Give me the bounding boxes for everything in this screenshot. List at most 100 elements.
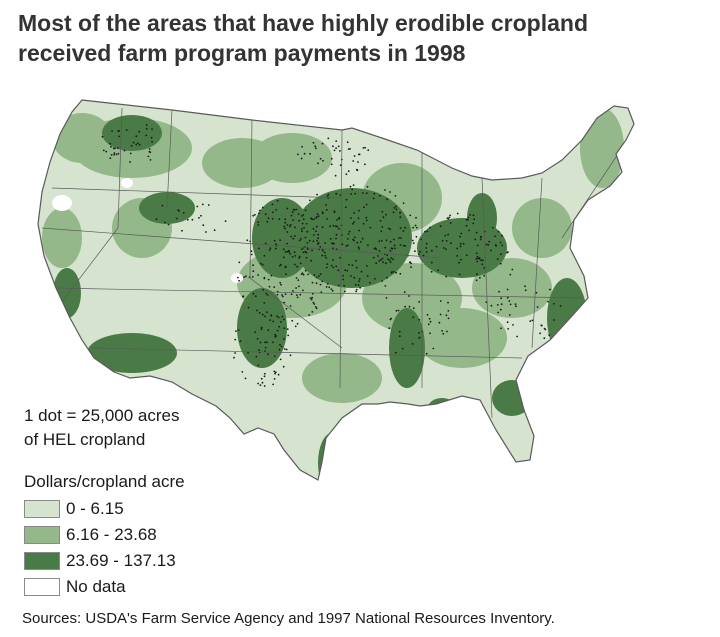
hel-dot [411,343,414,345]
hel-dot [384,285,387,287]
hel-dot [378,250,381,252]
hel-dot [272,341,274,344]
hel-dot [475,231,478,234]
hel-dot [418,336,421,339]
hel-dot [304,236,307,239]
hel-dot [415,216,417,219]
hel-dot [135,143,138,146]
hel-dot [272,211,274,214]
hel-dot [290,293,293,296]
hel-dot [385,297,388,299]
hel-dot [516,335,518,338]
hel-dot [356,241,359,244]
hel-dot [297,153,299,156]
hel-dot [535,291,538,294]
hel-dot [450,242,452,245]
hel-dot [316,213,319,215]
hel-dot [261,313,264,316]
hel-dot [480,235,482,238]
hel-dot [310,298,313,301]
hel-dot [398,335,401,338]
hel-dot [285,273,287,275]
legend-label: 6.16 - 23.68 [66,525,157,544]
hel-dot [259,341,262,344]
hel-dot [539,332,541,335]
hel-dot [313,218,315,221]
hel-dot [476,255,479,258]
hel-dot [388,259,391,262]
hel-dot [113,154,115,156]
hel-dot [390,271,393,273]
hel-dot [487,243,490,246]
hel-dot [258,349,261,351]
hel-dot [276,293,279,296]
hel-dot [311,296,314,299]
hel-dot [125,129,128,131]
hel-dot [274,371,277,374]
hel-dot [351,264,354,267]
hel-dot [295,287,297,289]
legend-label: 0 - 6.15 [66,499,124,518]
hel-dot [138,130,141,133]
hel-dot [365,216,368,219]
hel-dot [506,321,509,324]
hel-dot [315,276,318,279]
hel-dot [241,371,244,373]
hel-dot [260,377,263,380]
hel-dot [508,314,511,316]
hel-dot [298,239,301,242]
hel-dot [393,207,396,209]
hel-dot [278,264,281,267]
hel-dot [449,214,451,217]
hel-dot [428,317,431,320]
hel-dot [304,269,307,272]
hel-dot [354,283,357,286]
hel-dot [289,225,291,228]
hel-dot [115,153,118,156]
hel-dot [394,195,397,197]
hel-dot [266,341,268,344]
hel-dot [424,230,426,233]
hel-dot [506,296,509,299]
hel-dot [336,219,338,221]
hel-dot [319,273,322,275]
hel-dot [402,230,405,232]
hel-dot [398,330,401,333]
hel-dot [207,204,210,206]
hel-dot [392,211,395,214]
hel-dot [283,301,286,304]
hel-dot [412,226,414,229]
hel-dot [138,144,141,146]
hel-dot [276,329,279,332]
hel-dot [355,259,357,262]
hel-dot [270,274,273,277]
hel-dot [444,234,447,237]
hel-dot [544,328,547,331]
hel-dot [293,263,296,266]
hel-dot [306,230,309,233]
hel-dot [362,192,364,194]
hel-dot [252,292,255,295]
hel-dot [497,311,500,314]
hel-dot [260,328,263,331]
hel-dot [442,332,445,335]
hel-dot [389,261,392,264]
hel-dot [317,237,319,240]
map-title: Most of the areas that have highly erodi… [18,8,708,68]
hel-dot [290,235,292,238]
hel-dot [252,270,255,273]
hel-dot [381,257,384,260]
hel-dot [263,254,266,257]
hel-dot [281,294,283,296]
hel-dot [395,205,397,208]
hel-dot [330,264,333,267]
hel-dot [358,278,361,280]
hel-dot [271,217,274,220]
hel-dot [269,247,272,250]
hel-dot [132,141,135,144]
hel-dot [458,273,461,276]
hel-dot [460,258,462,261]
hel-dot [365,219,368,222]
hel-dot [408,295,410,297]
hel-dot [332,145,334,148]
